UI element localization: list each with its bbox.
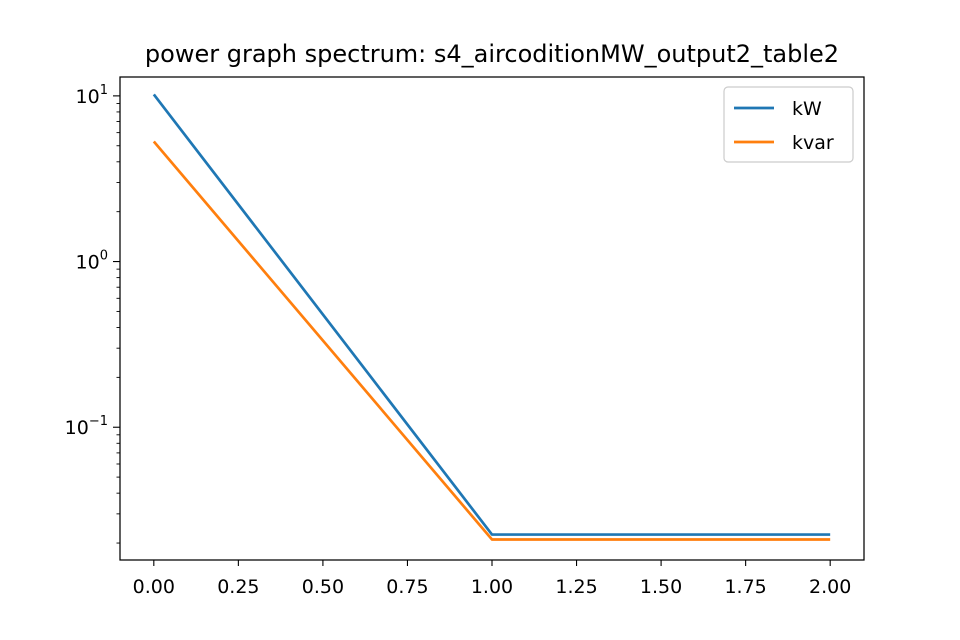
x-tick-label: 1.50 <box>640 576 682 598</box>
legend-label-kW: kW <box>792 98 822 120</box>
x-tick-label: 0.00 <box>133 576 175 598</box>
x-tick-label: 1.00 <box>471 576 513 598</box>
plot-area <box>152 93 831 541</box>
y-tick-label: 101 <box>76 83 108 108</box>
y-tick-label: 10−1 <box>65 414 108 439</box>
series-line-kW <box>152 93 831 536</box>
x-tick-label: 0.50 <box>302 576 344 598</box>
x-tick-label: 0.75 <box>386 576 428 598</box>
legend-label-kvar: kvar <box>792 132 834 154</box>
legend: kW kvar <box>723 86 854 163</box>
x-tick-label: 1.75 <box>724 576 766 598</box>
x-tick-label: 1.25 <box>555 576 597 598</box>
x-tick-label: 2.00 <box>809 576 851 598</box>
y-tick-label: 100 <box>76 249 108 274</box>
x-tick-label: 0.25 <box>217 576 259 598</box>
chart-title: power graph spectrum: s4_aircoditionMW_o… <box>145 40 839 68</box>
x-axis: 0.00 0.25 0.50 0.75 1.00 1.25 1.50 1.75 2.00 <box>133 560 851 598</box>
y-axis: 101 100 10−1 <box>65 83 120 544</box>
series-line-kvar <box>152 140 831 541</box>
